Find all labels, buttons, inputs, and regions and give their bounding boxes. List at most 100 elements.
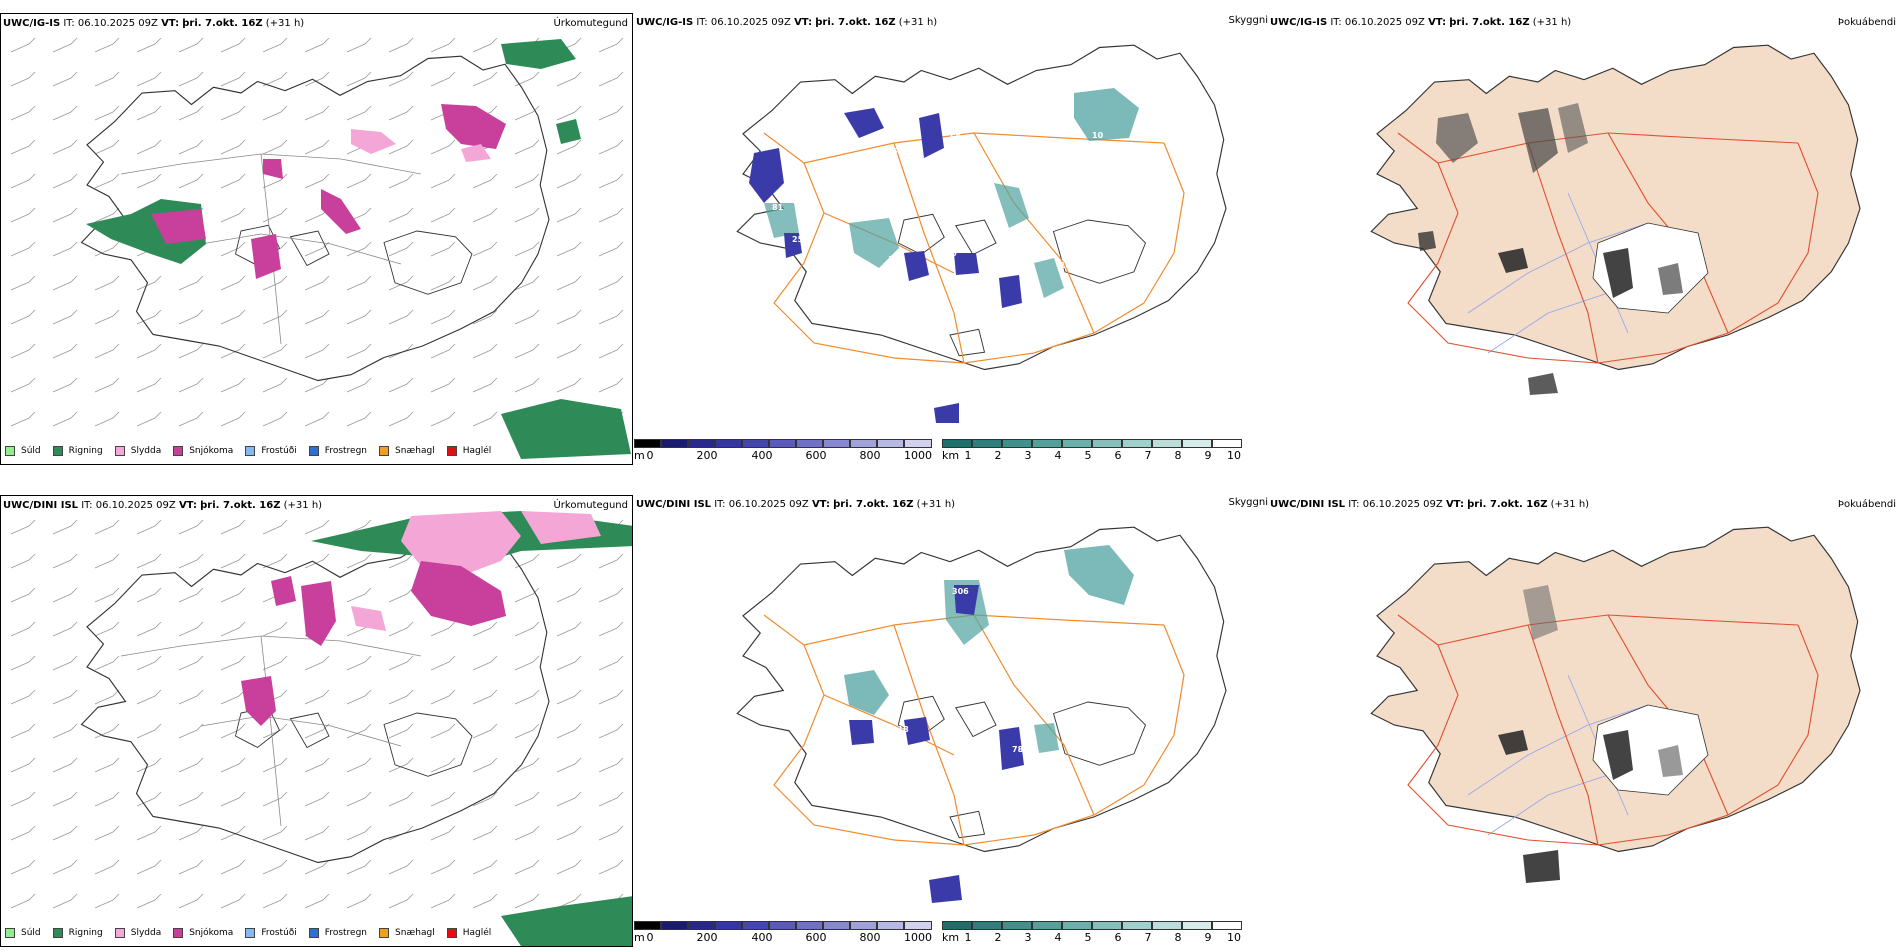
wind-barb <box>262 71 288 87</box>
visibility-tick: 1 <box>964 449 972 462</box>
wind-barb <box>304 309 330 325</box>
wind-barb <box>598 553 624 569</box>
wind-barb <box>220 411 246 427</box>
wind-barb <box>262 791 288 807</box>
wind-barb <box>136 655 162 671</box>
wind-barb <box>514 105 540 121</box>
panel-title: UWC/DINI ISL IT: 06.10.2025 09Z VT: þri.… <box>1270 499 1590 510</box>
wind-barb <box>10 723 36 739</box>
wind-barb <box>136 825 162 841</box>
wind-barb <box>388 791 414 807</box>
wind-barb <box>220 37 246 53</box>
wind-barb <box>598 655 624 671</box>
wind-barb <box>52 37 78 53</box>
wind-barb <box>262 655 288 671</box>
wind-barb <box>556 859 582 875</box>
wind-barb <box>556 241 582 257</box>
wind-barb <box>52 71 78 87</box>
wind-barb <box>430 655 456 671</box>
wind-barb <box>556 71 582 87</box>
wind-barb <box>262 723 288 739</box>
wind-barb <box>178 757 204 773</box>
wind-barb <box>178 173 204 189</box>
wind-barb <box>52 207 78 223</box>
ceiling-tick: 400 <box>751 931 773 944</box>
wind-barb <box>472 37 498 53</box>
wind-barb <box>136 411 162 427</box>
wind-barb <box>94 139 120 155</box>
ceiling-label: 520 <box>958 189 975 198</box>
wind-barb <box>430 689 456 705</box>
wind-barb <box>136 859 162 875</box>
wind-barb <box>178 859 204 875</box>
wind-barb <box>94 791 120 807</box>
wind-barb <box>52 275 78 291</box>
wind-barb <box>262 139 288 155</box>
wind-barb <box>52 105 78 121</box>
ceiling-label: 78 <box>1012 267 1024 276</box>
wind-barb <box>220 275 246 291</box>
visibility-tick: 10 <box>1227 931 1241 944</box>
wind-barb <box>598 791 624 807</box>
wind-barb <box>514 621 540 637</box>
wind-barb <box>430 71 456 87</box>
ceiling-tick: 0 <box>646 449 654 462</box>
legend-item-rigning: Rigning <box>52 928 103 938</box>
wind-barb <box>262 343 288 359</box>
visibility-tick: 1 <box>964 931 972 944</box>
wind-barb <box>430 825 456 841</box>
wind-barb <box>598 757 624 773</box>
wind-barb <box>10 309 36 325</box>
ceiling-label: 12 <box>940 381 952 390</box>
wind-barb <box>178 519 204 535</box>
wind-barb <box>388 309 414 325</box>
ceiling-label: 97 <box>942 727 954 736</box>
wind-barb <box>388 105 414 121</box>
legend-item-sudl: Súld <box>5 446 41 456</box>
wind-barb <box>514 723 540 739</box>
panel-type-label: Þokuábendi <box>1837 499 1896 510</box>
wind-barb <box>136 723 162 739</box>
wind-barb <box>262 309 288 325</box>
ceiling-unit: m <box>634 449 645 462</box>
wind-barb <box>388 859 414 875</box>
wind-barb <box>220 139 246 155</box>
wind-barb <box>346 275 372 291</box>
ceiling-tick: 200 <box>696 931 718 944</box>
wind-barb <box>178 309 204 325</box>
wind-barb <box>304 553 330 569</box>
panel-type-label: Þokuábendi <box>1837 17 1896 28</box>
wind-barb <box>52 587 78 603</box>
wind-barb <box>94 519 120 535</box>
legend-item-frostudi: Frostúði <box>245 446 297 456</box>
wind-barb <box>262 105 288 121</box>
wind-barb <box>472 173 498 189</box>
wind-barb <box>178 71 204 87</box>
wind-barb <box>388 825 414 841</box>
wind-barb <box>472 825 498 841</box>
ceiling-label: 25 <box>792 235 804 244</box>
wind-barb <box>556 757 582 773</box>
wind-barb <box>514 343 540 359</box>
wind-barb <box>178 723 204 739</box>
visibility-tick: 10 <box>1227 449 1241 462</box>
wind-barb <box>388 275 414 291</box>
wind-barb <box>136 621 162 637</box>
wind-barb <box>346 377 372 393</box>
legend-item-haglel: Haglél <box>446 928 491 938</box>
wind-barb <box>346 587 372 603</box>
wind-barb <box>304 37 330 53</box>
wind-barb <box>178 37 204 53</box>
wind-barb <box>94 207 120 223</box>
wind-barb <box>136 587 162 603</box>
wind-barb <box>10 791 36 807</box>
wind-barb <box>136 173 162 189</box>
wind-barb <box>136 893 162 909</box>
wind-barb <box>556 655 582 671</box>
wind-barb <box>178 411 204 427</box>
wind-barb <box>556 173 582 189</box>
wind-barb <box>472 275 498 291</box>
wind-barb <box>598 689 624 705</box>
wind-barb <box>346 825 372 841</box>
visibility-unit: km <box>942 931 960 944</box>
